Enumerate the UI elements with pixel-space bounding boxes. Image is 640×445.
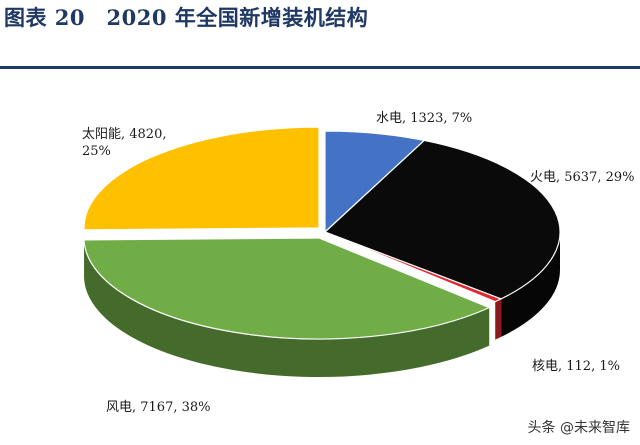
- figure-title: 图表 20 2020 年全国新增装机结构: [4, 5, 369, 30]
- data-label-thermal: 火电, 5637, 29%: [530, 170, 635, 185]
- data-label-nuclear: 核电, 112, 1%: [532, 359, 620, 374]
- slice-thermal: [324, 139, 561, 300]
- data-label-hydro: 水电, 1323, 7%: [376, 111, 472, 126]
- slice-solar: [83, 126, 320, 231]
- slice-side-wind: [84, 239, 490, 377]
- slice-nuclear: [324, 231, 502, 303]
- data-label-wind: 风电, 7167, 38%: [106, 400, 211, 415]
- watermark: 头条 @未来智库: [527, 420, 630, 436]
- title-divider: [0, 66, 640, 69]
- slice-wind: [83, 237, 490, 340]
- data-label-solar-line2: 25%: [82, 144, 111, 159]
- slice-side-thermal: [501, 232, 560, 337]
- slice-side-nuclear: [495, 298, 502, 340]
- slice-hydro: [324, 130, 425, 233]
- data-label-solar-line1: 太阳能, 4820,: [82, 127, 166, 142]
